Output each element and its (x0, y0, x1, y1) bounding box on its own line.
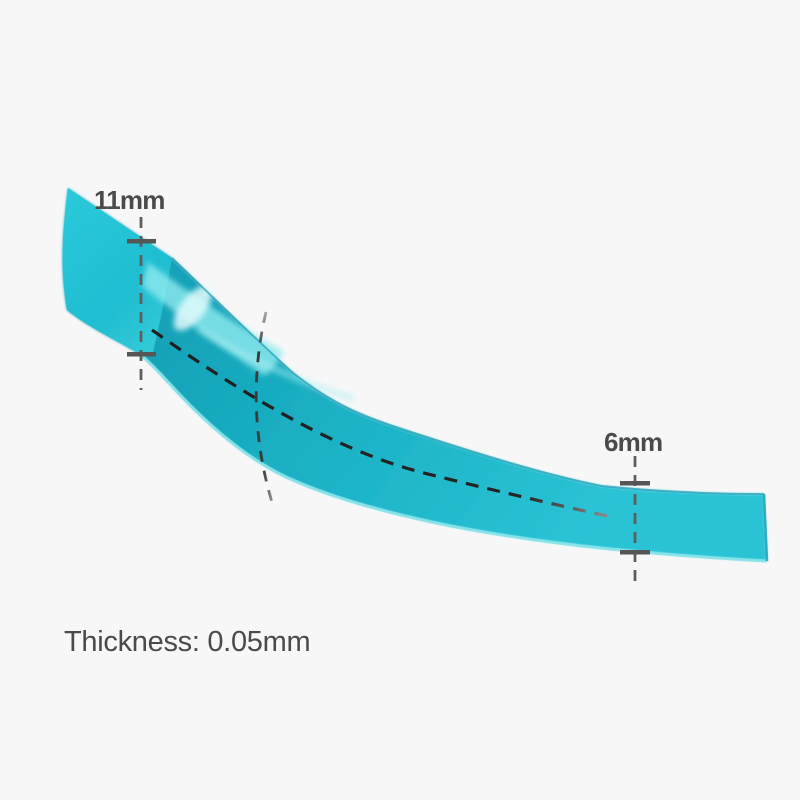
fold-sheen (173, 285, 213, 331)
centerline-dashed (151, 328, 613, 519)
fold-light-streak (197, 327, 355, 401)
measure-tick-left-bottom (127, 352, 156, 357)
measure-tick-right-top (620, 481, 650, 486)
measure-tick-left-top (127, 239, 156, 244)
strip-body (62, 188, 767, 561)
fold-highlight (142, 262, 284, 376)
width-label-left: 11mm (94, 185, 165, 215)
strip-left-end (62, 188, 172, 357)
strip-top-rim (171, 257, 765, 495)
thickness-label: Thickness: 0.05mm (64, 626, 311, 658)
strip-right-cut-edge (762, 493, 769, 562)
cross-section-line (254, 311, 276, 510)
width-label-right: 6mm (604, 427, 663, 457)
measure-tick-right-bottom (620, 550, 650, 555)
